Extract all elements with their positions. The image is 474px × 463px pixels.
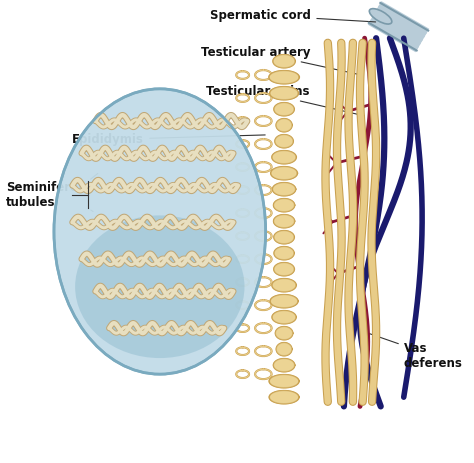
Polygon shape — [274, 263, 294, 275]
Polygon shape — [270, 295, 298, 308]
Ellipse shape — [75, 215, 245, 358]
Polygon shape — [272, 311, 296, 324]
Polygon shape — [276, 327, 292, 339]
Polygon shape — [276, 343, 292, 356]
Text: Testicular artery: Testicular artery — [201, 45, 359, 75]
Polygon shape — [275, 263, 293, 275]
Polygon shape — [275, 135, 293, 148]
Polygon shape — [271, 167, 297, 180]
Text: Seminiferous
tubules: Seminiferous tubules — [6, 181, 93, 209]
Polygon shape — [271, 375, 298, 387]
Text: Spermatic cord: Spermatic cord — [210, 9, 375, 22]
Polygon shape — [276, 135, 292, 147]
Polygon shape — [271, 88, 297, 99]
Polygon shape — [272, 151, 296, 164]
Polygon shape — [271, 391, 298, 403]
Polygon shape — [276, 119, 292, 131]
Polygon shape — [272, 295, 297, 307]
Polygon shape — [270, 87, 298, 100]
Text: Testicular veins: Testicular veins — [206, 85, 364, 116]
Polygon shape — [269, 375, 299, 388]
Polygon shape — [274, 56, 294, 67]
Polygon shape — [274, 200, 294, 211]
Polygon shape — [273, 199, 294, 212]
Polygon shape — [272, 279, 296, 292]
Polygon shape — [273, 311, 295, 323]
Polygon shape — [273, 279, 295, 291]
Polygon shape — [273, 183, 295, 195]
Polygon shape — [272, 167, 296, 179]
Polygon shape — [274, 359, 294, 371]
Polygon shape — [273, 215, 294, 228]
Polygon shape — [273, 359, 295, 372]
Polygon shape — [275, 232, 293, 243]
Polygon shape — [273, 183, 296, 196]
Ellipse shape — [54, 89, 265, 374]
Polygon shape — [270, 71, 298, 83]
Ellipse shape — [369, 9, 392, 24]
Text: Vas
deferens: Vas deferens — [370, 334, 463, 370]
Polygon shape — [274, 247, 294, 260]
Polygon shape — [274, 215, 294, 227]
Polygon shape — [269, 71, 299, 84]
Polygon shape — [277, 119, 292, 131]
Polygon shape — [273, 55, 295, 68]
Polygon shape — [274, 103, 294, 116]
Polygon shape — [275, 103, 293, 115]
Polygon shape — [277, 344, 291, 355]
Polygon shape — [275, 247, 293, 259]
Polygon shape — [274, 231, 294, 244]
Polygon shape — [273, 151, 295, 163]
Polygon shape — [269, 391, 299, 404]
Polygon shape — [275, 327, 292, 340]
Text: Epididymis: Epididymis — [73, 133, 265, 146]
